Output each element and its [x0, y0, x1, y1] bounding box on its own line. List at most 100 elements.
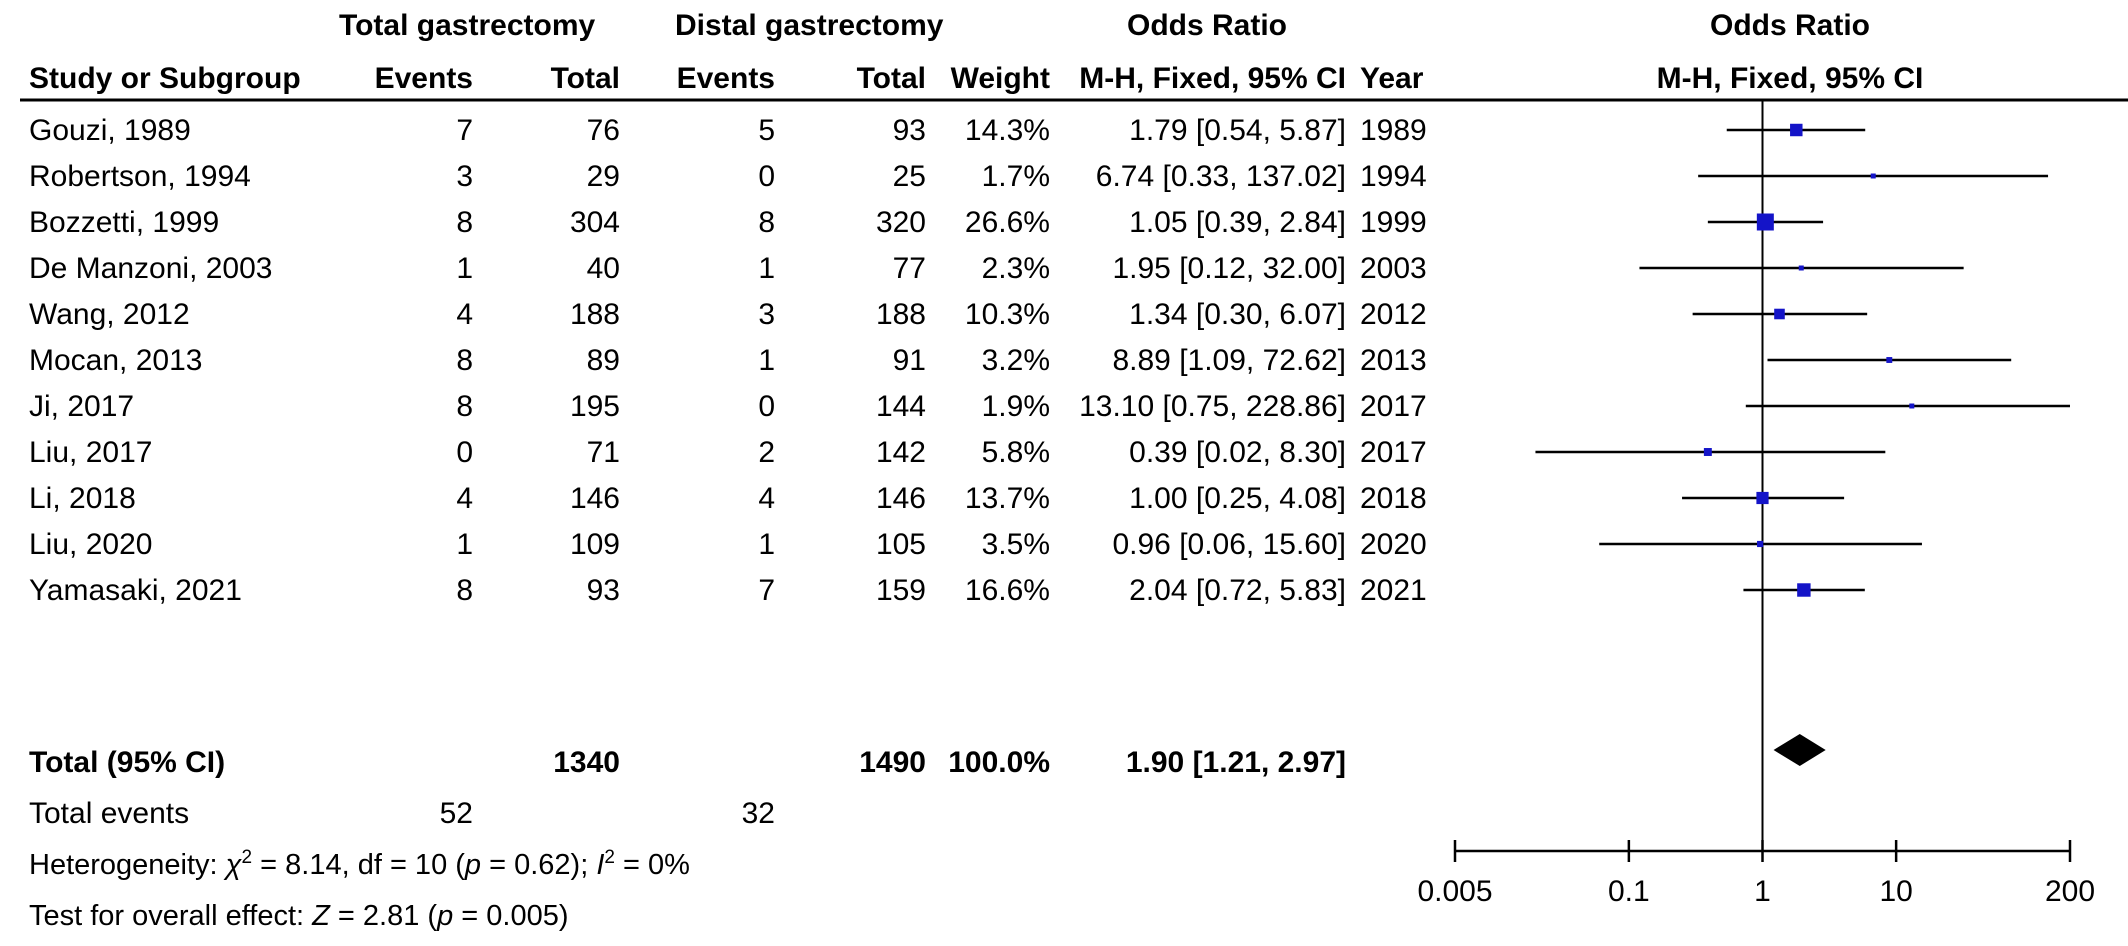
odds-ratio-ci: 6.74 [0.33, 137.02] — [1096, 160, 1346, 193]
events-2: 1 — [758, 344, 775, 377]
year: 1994 — [1360, 160, 1427, 193]
year: 1989 — [1360, 114, 1427, 147]
x-tick-label: 0.1 — [1608, 875, 1650, 908]
weight: 13.7% — [965, 482, 1050, 515]
total-2: 77 — [893, 252, 926, 285]
total-total-1: 1340 — [553, 746, 620, 779]
events-2: 1 — [758, 528, 775, 561]
study-name: Robertson, 1994 — [29, 160, 251, 193]
study-name: Liu, 2017 — [29, 436, 152, 469]
table-row: Ji, 2017 8 195 0 144 1.9% 13.10 [0.75, 228.86]… — [29, 390, 1427, 423]
total-weight: 100.0% — [948, 746, 1050, 779]
total-1: 76 — [587, 114, 620, 147]
x-tick-label: 1 — [1754, 875, 1771, 908]
effect-marker — [1798, 265, 1804, 271]
odds-ratio-ci: 1.00 [0.25, 4.08] — [1129, 482, 1346, 515]
table-row: Liu, 2020 1 109 1 105 3.5% 0.96 [0.06, 15.60] 2… — [29, 528, 1427, 561]
year: 2017 — [1360, 436, 1427, 469]
study-name: De Manzoni, 2003 — [29, 252, 273, 285]
total-1: 40 — [587, 252, 620, 285]
effect-marker — [1757, 540, 1764, 548]
effect-marker — [1909, 403, 1915, 409]
study-table: Gouzi, 1989 7 76 5 93 14.3% 1.79 [0.54, 5.87] 1… — [29, 114, 1427, 607]
odds-ratio-ci: 13.10 [0.75, 228.86] — [1079, 390, 1346, 423]
total-2: 320 — [876, 206, 926, 239]
events-1: 3 — [456, 160, 473, 193]
events-1: 0 — [456, 436, 473, 469]
events-1: 4 — [456, 482, 473, 515]
weight: 3.5% — [982, 528, 1050, 561]
events-2: 5 — [758, 114, 775, 147]
table-row: Mocan, 2013 8 89 1 91 3.2% 8.89 [1.09, 72.62] 2… — [29, 344, 1427, 377]
events-1: 1 — [456, 252, 473, 285]
odds-ratio-ci: 8.89 [1.09, 72.62] — [1112, 344, 1346, 377]
year: 2017 — [1360, 390, 1427, 423]
year: 2018 — [1360, 482, 1427, 515]
odds-ratio-ci: 1.34 [0.30, 6.07] — [1129, 298, 1346, 331]
weight: 2.3% — [982, 252, 1050, 285]
effect-marker — [1790, 123, 1803, 137]
study-name: Wang, 2012 — [29, 298, 190, 331]
effect-marker — [1870, 173, 1876, 179]
year: 2012 — [1360, 298, 1427, 331]
effect-marker — [1703, 448, 1712, 456]
effect-marker — [1886, 357, 1893, 363]
table-row: Robertson, 1994 3 29 0 25 1.7% 6.74 [0.33, 137… — [29, 160, 1427, 193]
weight: 26.6% — [965, 206, 1050, 239]
study-name: Yamasaki, 2021 — [29, 574, 242, 607]
events-2: 4 — [758, 482, 775, 515]
header-events-1: Events — [375, 62, 473, 95]
weight: 1.7% — [982, 160, 1050, 193]
effect-marker — [1756, 491, 1769, 505]
header-weight: Weight — [951, 62, 1050, 95]
weight: 16.6% — [965, 574, 1050, 607]
header-total-1: Total — [551, 62, 620, 95]
total-events-1: 52 — [440, 797, 473, 830]
study-name: Bozzetti, 1999 — [29, 206, 219, 239]
header-year: Year — [1360, 62, 1424, 95]
total-2: 93 — [893, 114, 926, 147]
events-2: 8 — [758, 206, 775, 239]
total-label: Total (95% CI) — [29, 746, 225, 779]
total-1: 71 — [587, 436, 620, 469]
total-2: 144 — [876, 390, 926, 423]
study-name: Li, 2018 — [29, 482, 136, 515]
total-2: 25 — [893, 160, 926, 193]
odds-ratio-ci: 2.04 [0.72, 5.83] — [1129, 574, 1346, 607]
year: 2021 — [1360, 574, 1427, 607]
study-name: Mocan, 2013 — [29, 344, 202, 377]
total-1: 195 — [570, 390, 620, 423]
x-tick-label: 0.005 — [1417, 875, 1492, 908]
events-2: 1 — [758, 252, 775, 285]
total-2: 91 — [893, 344, 926, 377]
table-row: Gouzi, 1989 7 76 5 93 14.3% 1.79 [0.54, 5.87] 1… — [29, 114, 1427, 147]
weight: 3.2% — [982, 344, 1050, 377]
year: 2003 — [1360, 252, 1427, 285]
total-2: 142 — [876, 436, 926, 469]
total-total-2: 1490 — [859, 746, 926, 779]
header-odds-ratio-table: Odds Ratio — [1127, 9, 1287, 42]
effect-marker — [1756, 213, 1774, 231]
study-name: Ji, 2017 — [29, 390, 134, 423]
table-row: Bozzetti, 1999 8 304 8 320 26.6% 1.05 [0.39, 2… — [29, 206, 1427, 239]
header-study: Study or Subgroup — [29, 62, 301, 95]
forest-plot: 0.005 0.1 1 10 200 — [1417, 100, 2095, 908]
table-row: De Manzoni, 2003 1 40 1 77 2.3% 1.95 [0.12, 32… — [29, 252, 1427, 285]
study-name: Liu, 2020 — [29, 528, 152, 561]
header-method-plot: M-H, Fixed, 95% CI — [1657, 62, 1924, 95]
year: 2020 — [1360, 528, 1427, 561]
total-1: 146 — [570, 482, 620, 515]
events-2: 7 — [758, 574, 775, 607]
events-2: 0 — [758, 160, 775, 193]
odds-ratio-ci: 1.05 [0.39, 2.84] — [1129, 206, 1346, 239]
odds-ratio-ci: 0.96 [0.06, 15.60] — [1112, 528, 1346, 561]
weight: 10.3% — [965, 298, 1050, 331]
total-1: 109 — [570, 528, 620, 561]
header-total-gastrectomy: Total gastrectomy — [339, 9, 595, 42]
events-2: 0 — [758, 390, 775, 423]
table-row: Li, 2018 4 146 4 146 13.7% 1.00 [0.25, 4.08] 20… — [29, 482, 1427, 515]
events-1: 8 — [456, 206, 473, 239]
weight: 5.8% — [982, 436, 1050, 469]
odds-ratio-ci: 1.79 [0.54, 5.87] — [1129, 114, 1346, 147]
